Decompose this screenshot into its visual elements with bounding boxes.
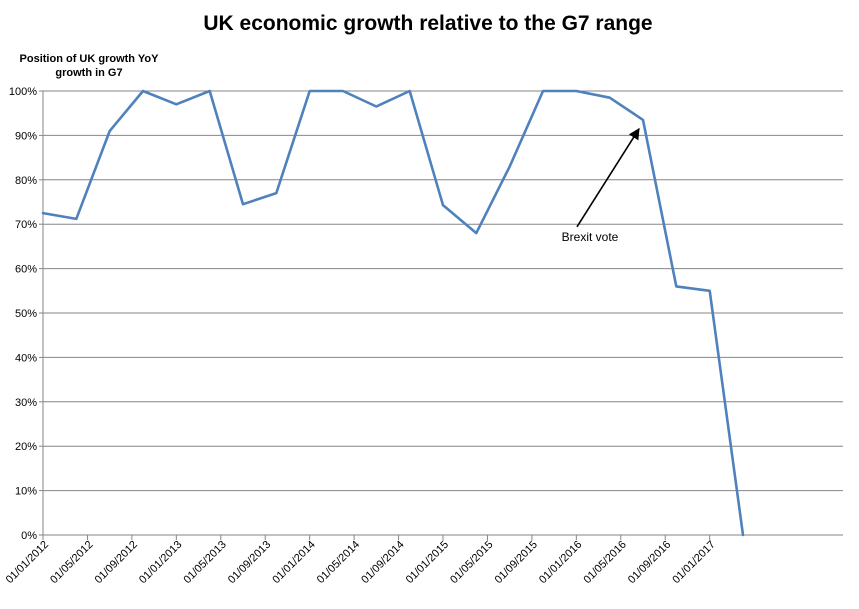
x-tick-label: 01/09/2015	[493, 539, 540, 586]
annotations: Brexit vote	[562, 127, 640, 244]
x-tick-label: 01/09/2014	[359, 539, 406, 586]
x-tick-label: 01/01/2017	[670, 539, 717, 586]
x-tick-label: 01/05/2013	[181, 539, 228, 586]
y-tick-label: 100%	[9, 86, 37, 98]
x-tick-label: 01/09/2016	[626, 539, 673, 586]
x-tick-label: 01/05/2014	[315, 539, 362, 586]
chart-title: UK economic growth relative to the G7 ra…	[203, 12, 652, 35]
x-tick-label: 01/01/2016	[537, 539, 584, 586]
y-tick-label: 80%	[15, 175, 37, 187]
y-axis-label-line-2: growth in G7	[55, 67, 122, 79]
x-tick-label: 01/01/2015	[404, 539, 451, 586]
y-tick-label: 50%	[15, 308, 37, 320]
gridlines	[43, 90, 843, 492]
y-tick-label: 10%	[15, 486, 37, 498]
annotation-label: Brexit vote	[562, 230, 619, 244]
x-tick-label: 01/01/2013	[137, 539, 184, 586]
y-tick-label: 0%	[21, 530, 37, 542]
y-tick-label: 20%	[15, 441, 37, 453]
x-tick-label: 01/05/2012	[48, 539, 95, 586]
axes	[39, 90, 843, 540]
x-tick-label: 01/01/2012	[4, 539, 51, 586]
y-tick-labels: 0% 10% 20% 30% 40% 50% 60% 70% 80% 90% 100%	[9, 86, 37, 542]
series-line-0	[41, 89, 745, 537]
x-tick-label: 01/05/2016	[581, 539, 628, 586]
x-tick-label: 01/09/2012	[93, 539, 140, 586]
y-tick-label: 60%	[15, 264, 37, 276]
y-tick-label: 40%	[15, 352, 37, 364]
x-tick-label: 01/05/2015	[448, 539, 495, 586]
series-layer	[41, 89, 745, 537]
y-tick-label: 30%	[15, 397, 37, 409]
x-tick-label: 01/01/2014	[270, 539, 317, 586]
x-tick-labels: 01/01/201201/05/201201/09/201201/01/2013…	[4, 539, 718, 586]
y-tick-label: 90%	[15, 130, 37, 142]
y-tick-label: 70%	[15, 219, 37, 231]
y-axis-label-line-1: Position of UK growth YoY	[20, 53, 160, 65]
annotation-arrow	[576, 127, 640, 228]
x-tick-label: 01/09/2013	[226, 539, 273, 586]
